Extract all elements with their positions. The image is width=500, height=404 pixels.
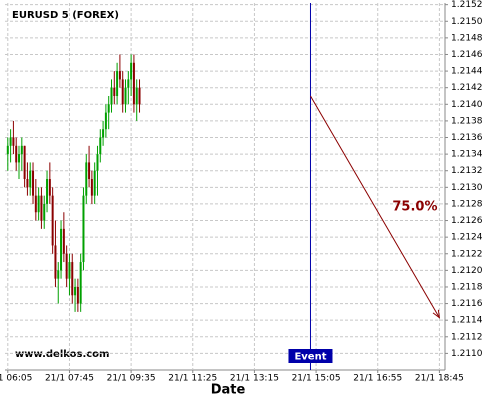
candle-body [88, 162, 91, 180]
candle-body [121, 79, 124, 105]
candle-body [18, 154, 21, 163]
forecast-arrow [310, 95, 440, 318]
candle-body [60, 228, 63, 271]
candle-body [34, 195, 37, 213]
candle-body [93, 170, 96, 196]
y-tick-label: 1.2122 [451, 249, 483, 259]
candle-body [99, 137, 102, 155]
y-tick-label: 1.2138 [451, 116, 483, 126]
candle-body [127, 79, 130, 88]
candle-body [76, 286, 79, 304]
arrow-head [432, 309, 441, 319]
y-tick-label: 1.2126 [451, 216, 483, 226]
y-tick-label: 1.2128 [451, 199, 483, 209]
candle-body [48, 179, 51, 196]
candle-body [113, 87, 116, 96]
candle-body [32, 170, 35, 196]
candle-body [110, 87, 113, 105]
candle-body [130, 62, 133, 80]
candle-body [40, 195, 43, 221]
candle-body [51, 195, 54, 246]
event-label-box [288, 349, 333, 363]
candle-body [62, 228, 65, 254]
candle-body [96, 154, 99, 171]
candle-body [124, 87, 127, 105]
candle-body [102, 129, 105, 138]
candle-body [135, 87, 138, 105]
candle-body [43, 203, 46, 221]
y-tick-label: 1.2132 [451, 166, 483, 176]
candle-body [71, 262, 74, 296]
y-tick-label: 1.2114 [451, 316, 483, 326]
x-tick-label: 21/1 13:15 [230, 374, 279, 384]
candle-body [6, 145, 9, 155]
event-label: Event [294, 352, 326, 363]
candle-body [20, 145, 23, 155]
y-tick-label: 1.2120 [451, 266, 483, 276]
y-tick-label: 1.2118 [451, 282, 483, 292]
y-tick-label: 1.2112 [451, 332, 483, 342]
y-tick-label: 1.2144 [451, 67, 483, 77]
y-tick-label: 1.2124 [451, 233, 483, 243]
candle-body [65, 253, 68, 279]
x-tick-label: 21/1 16:55 [353, 374, 402, 384]
candle-body [46, 179, 49, 204]
y-tick-label: 1.2152 [451, 0, 483, 10]
x-tick-label: 21/1 11:25 [168, 374, 217, 384]
candle-body [118, 71, 121, 80]
arrow-label: 75.0% [392, 199, 437, 214]
candle-body [23, 145, 26, 180]
candle-body [37, 195, 40, 213]
candle-body [57, 270, 60, 279]
y-tick-label: 1.2148 [451, 33, 483, 43]
watermark: www.delkos.com [15, 349, 109, 360]
x-tick-label: 21/1 18:45 [415, 374, 464, 384]
candle-body [79, 262, 82, 304]
candle-body [90, 179, 93, 196]
candle-body [54, 245, 57, 279]
y-tick-label: 1.2142 [451, 83, 483, 93]
y-tick-label: 1.2150 [451, 17, 483, 27]
y-tick-label: 1.2110 [451, 349, 483, 359]
candle-body [12, 137, 15, 146]
y-tick-label: 1.2134 [451, 150, 483, 160]
candle-body [68, 262, 71, 279]
candle-body [15, 145, 18, 163]
x-tick-label: 21/1 09:35 [107, 374, 156, 384]
candle-body [107, 104, 110, 113]
candle-body [29, 170, 32, 188]
y-tick-label: 1.2116 [451, 299, 483, 309]
candle-body [138, 87, 141, 105]
y-tick-label: 1.2140 [451, 100, 483, 110]
candle-body [26, 179, 29, 188]
candle-body [85, 162, 88, 196]
candle-body [9, 137, 12, 146]
x-axis-label: Date [211, 383, 246, 398]
y-tick-label: 1.2130 [451, 183, 483, 193]
y-tick-label: 1.2136 [451, 133, 483, 143]
y-tick-label: 1.2146 [451, 50, 483, 60]
candle-body [104, 112, 107, 130]
x-tick-label: 21/1 07:45 [45, 374, 94, 384]
candle-body [82, 195, 85, 263]
x-tick-label: 21/1 15:05 [292, 374, 341, 384]
chart-title: EURUSD 5 (FOREX) [12, 10, 119, 21]
candle-body [116, 71, 119, 96]
candle-body [74, 286, 77, 296]
x-tick-label: 21/1 06:05 [0, 374, 32, 384]
candle-body [132, 62, 135, 105]
